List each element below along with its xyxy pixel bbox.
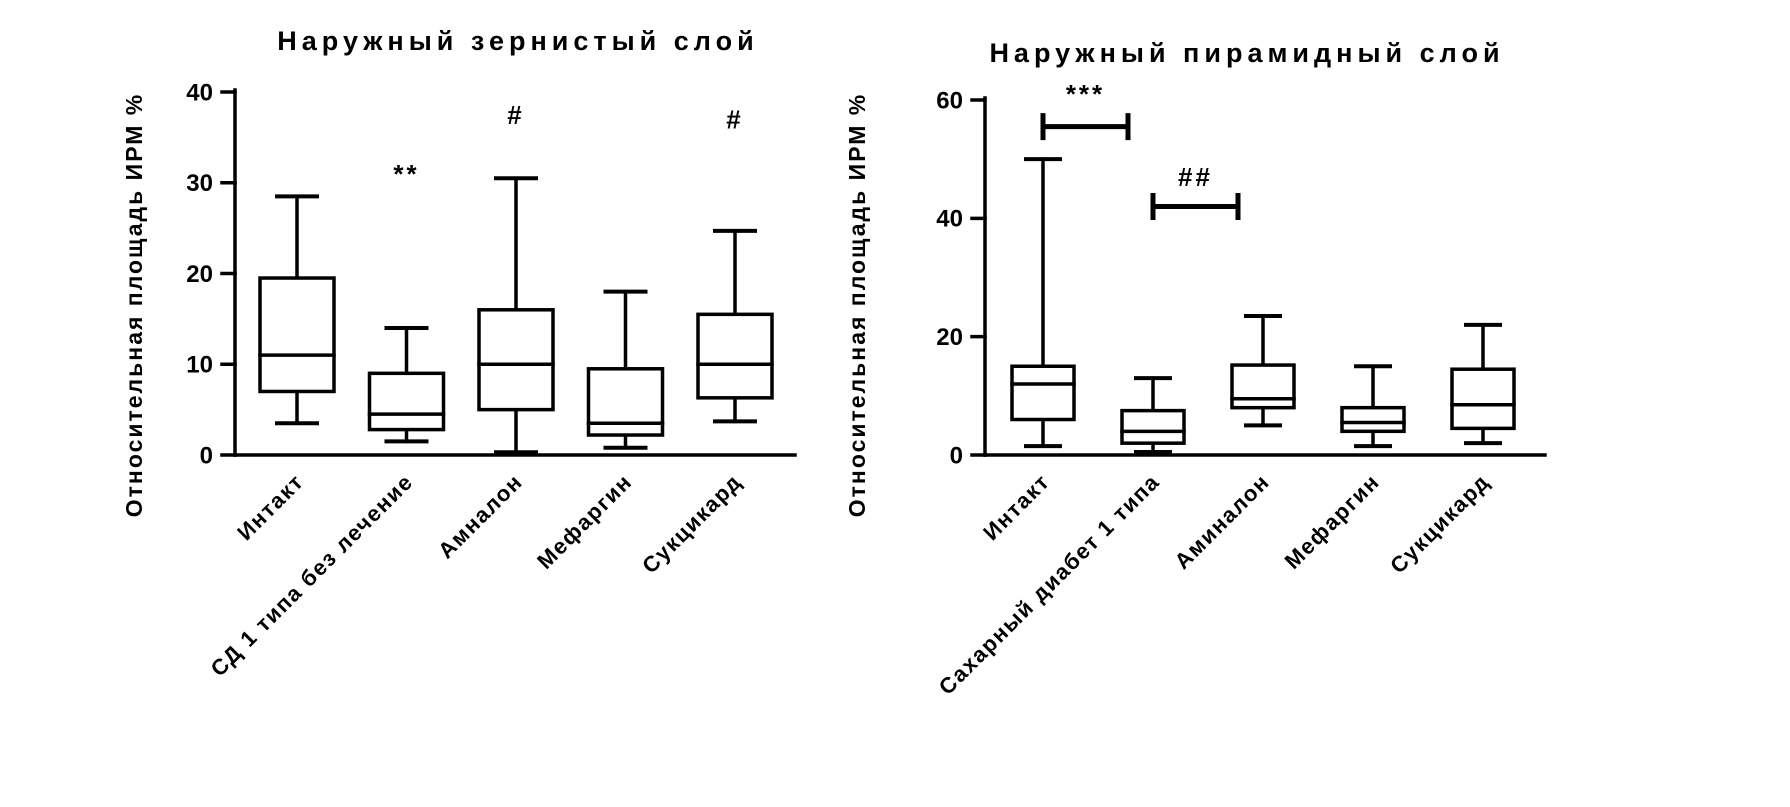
- box-rect: [1450, 367, 1516, 431]
- significance-label: ***: [1066, 79, 1105, 109]
- chart-outer-pyramidal-layer: Наружный пирамидный слой Относительная п…: [844, 38, 1547, 700]
- y-tick-label: 10: [186, 352, 213, 379]
- category-label: Сукцикард: [1385, 469, 1494, 578]
- box-rect: [586, 367, 665, 437]
- y-tick-label: 0: [200, 442, 213, 469]
- box-rect: [1010, 364, 1076, 422]
- y-axis-label: Относительная площадь ИРМ %: [844, 93, 870, 517]
- y-axis-label: Относительная площадь ИРМ %: [121, 93, 147, 517]
- y-tick-label: 0: [950, 442, 963, 469]
- category-label: Сахарный диабет 1 типа: [934, 469, 1165, 700]
- box-rect: [1230, 363, 1296, 410]
- significance-label: ##: [1178, 162, 1213, 192]
- category-label: Сукцикард: [637, 469, 746, 578]
- y-tick-label: 40: [186, 79, 213, 106]
- category-label: Амналон: [433, 469, 527, 563]
- category-label: Аминалон: [1169, 469, 1274, 574]
- box-rect: [477, 308, 555, 412]
- significance-label: #: [507, 100, 524, 130]
- significance-label: #: [726, 104, 743, 134]
- y-tick-label: 20: [936, 324, 963, 351]
- chart-title: Наружный зернистый слой: [277, 26, 758, 56]
- y-tick-label: 40: [936, 206, 963, 233]
- significance-label: **: [393, 159, 419, 189]
- category-label: Интакт: [978, 469, 1054, 545]
- y-tick-label: 20: [186, 261, 213, 288]
- box-rect: [696, 312, 774, 400]
- y-tick-label: 60: [936, 87, 963, 114]
- box-rect: [1340, 405, 1406, 434]
- category-label: Интакт: [232, 469, 308, 545]
- chart-title: Наружный пирамидный слой: [989, 38, 1504, 68]
- box-rect: [1120, 408, 1186, 445]
- box-rect: [367, 371, 446, 432]
- box-rect: [258, 276, 336, 394]
- category-label: Мефаргин: [532, 469, 637, 574]
- category-label: Мефаргин: [1280, 469, 1385, 574]
- y-tick-label: 30: [186, 170, 213, 197]
- chart-outer-granular-layer: Наружный зернистый слой Относительная пл…: [121, 26, 797, 681]
- category-label: СД 1 типа без лечение: [206, 469, 418, 681]
